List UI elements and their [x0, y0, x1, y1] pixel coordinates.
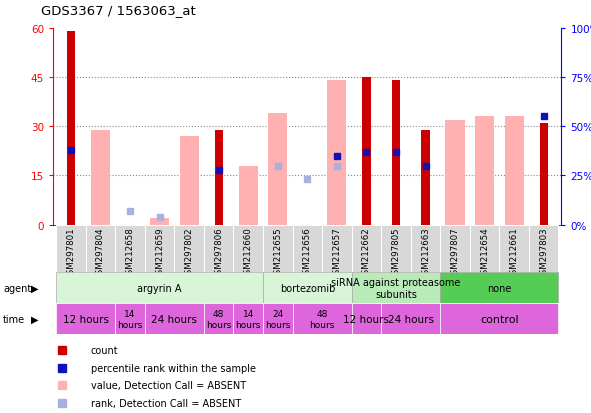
Text: none: none [487, 283, 512, 293]
Text: ▶: ▶ [31, 283, 38, 293]
Bar [470, 225, 499, 273]
Text: GSM297801: GSM297801 [66, 226, 76, 279]
Bar [293, 304, 352, 335]
Bar [293, 225, 322, 273]
Text: 12 hours: 12 hours [343, 314, 389, 324]
Bar [150, 218, 169, 225]
Bar [263, 273, 352, 304]
Bar [352, 304, 381, 335]
Bar [145, 304, 204, 335]
Bar [440, 225, 470, 273]
Bar [362, 78, 371, 225]
Text: 48
hours: 48 hours [310, 309, 335, 329]
Text: GSM297805: GSM297805 [391, 226, 401, 279]
Bar [239, 166, 258, 225]
Bar [56, 225, 86, 273]
Text: GSM212659: GSM212659 [155, 226, 164, 279]
Bar [392, 81, 400, 225]
Text: GDS3367 / 1563063_at: GDS3367 / 1563063_at [41, 4, 196, 17]
Text: GSM212658: GSM212658 [125, 226, 135, 279]
Text: 14
hours: 14 hours [118, 309, 142, 329]
Bar [381, 225, 411, 273]
Text: percentile rank within the sample: percentile rank within the sample [91, 363, 256, 373]
Bar [91, 130, 110, 225]
Text: 48
hours: 48 hours [206, 309, 231, 329]
Text: GSM212656: GSM212656 [303, 226, 312, 279]
Bar [499, 225, 529, 273]
Text: GSM212662: GSM212662 [362, 226, 371, 279]
Bar [233, 304, 263, 335]
Bar [505, 117, 524, 225]
Text: GSM297804: GSM297804 [96, 226, 105, 279]
Bar [215, 130, 223, 225]
Bar [204, 225, 233, 273]
Bar [115, 225, 145, 273]
Bar [204, 304, 233, 335]
Text: GSM212661: GSM212661 [509, 226, 519, 279]
Bar [381, 304, 440, 335]
Bar [322, 225, 352, 273]
Bar [115, 304, 145, 335]
Bar [145, 225, 174, 273]
Text: control: control [480, 314, 519, 324]
Bar [352, 225, 381, 273]
Text: time: time [3, 314, 25, 324]
Text: ▶: ▶ [31, 314, 38, 324]
Text: bortezomib: bortezomib [280, 283, 335, 293]
Bar [67, 32, 75, 225]
Bar [174, 225, 204, 273]
Bar [180, 137, 199, 225]
Bar [529, 225, 558, 273]
Text: 24
hours: 24 hours [265, 309, 290, 329]
Bar [421, 130, 430, 225]
Bar [446, 121, 465, 225]
Bar [263, 225, 293, 273]
Bar [540, 124, 548, 225]
Text: count: count [91, 345, 118, 355]
Text: GSM297802: GSM297802 [184, 226, 194, 279]
Text: GSM212655: GSM212655 [273, 226, 282, 279]
Bar [327, 81, 346, 225]
Text: GSM212660: GSM212660 [243, 226, 253, 279]
Text: siRNA against proteasome
subunits: siRNA against proteasome subunits [332, 277, 460, 299]
Text: GSM212654: GSM212654 [480, 226, 489, 279]
Bar [440, 304, 558, 335]
Bar [56, 273, 263, 304]
Bar [352, 273, 440, 304]
Text: 14
hours: 14 hours [236, 309, 261, 329]
Text: GSM212663: GSM212663 [421, 226, 430, 279]
Text: 24 hours: 24 hours [388, 314, 434, 324]
Bar [440, 273, 558, 304]
Bar [86, 225, 115, 273]
Text: GSM212657: GSM212657 [332, 226, 342, 279]
Text: argyrin A: argyrin A [137, 283, 182, 293]
Text: 12 hours: 12 hours [63, 314, 109, 324]
Bar [268, 114, 287, 225]
Text: value, Detection Call = ABSENT: value, Detection Call = ABSENT [91, 380, 246, 390]
Text: 24 hours: 24 hours [151, 314, 197, 324]
Bar [475, 117, 494, 225]
Bar [233, 225, 263, 273]
Text: rank, Detection Call = ABSENT: rank, Detection Call = ABSENT [91, 398, 241, 408]
Text: agent: agent [3, 283, 31, 293]
Text: GSM297803: GSM297803 [539, 226, 548, 279]
Bar [263, 304, 293, 335]
Bar [411, 225, 440, 273]
Text: GSM297807: GSM297807 [450, 226, 460, 279]
Text: GSM297806: GSM297806 [214, 226, 223, 279]
Bar [56, 304, 115, 335]
